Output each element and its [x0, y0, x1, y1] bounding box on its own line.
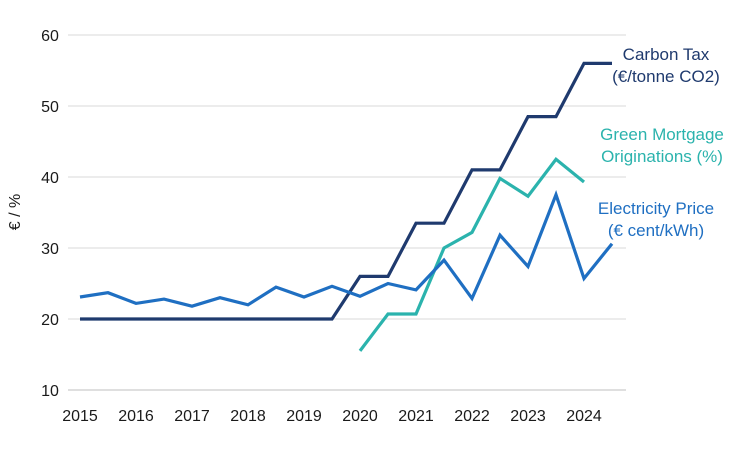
x-tick-label: 2023 [510, 408, 546, 425]
x-tick-label: 2022 [454, 408, 490, 425]
series-lines [79, 61, 614, 352]
x-tick-label: 2017 [174, 408, 210, 425]
green-mortgage-label: Green Mortgage Originations (%) [600, 125, 724, 166]
x-tick-label: 2021 [398, 408, 434, 425]
x-tick-label: 2024 [566, 408, 602, 425]
axis-layer: 10 20 30 40 50 60 2015 2016 2017 2018 2019 2020 2021… [41, 28, 602, 425]
y-tick-label: 60 [41, 28, 59, 45]
electricity-price-label: Electricity Price (€ cent/kWh) [598, 199, 714, 240]
y-tick-label: 30 [41, 241, 59, 258]
green-mortgage-line [358, 157, 586, 352]
y-tick-label: 20 [41, 312, 59, 329]
carbon-tax-line [80, 61, 612, 321]
electricity-price-line [79, 189, 614, 308]
grid-layer [68, 34, 626, 391]
x-tick-label: 2016 [118, 408, 154, 425]
x-tick-label: 2015 [62, 408, 98, 425]
x-tick-label: 2019 [286, 408, 322, 425]
series-labels: Carbon Tax (€/tonne CO2) Green Mortgage Ori… [598, 45, 724, 240]
y-tick-label: 40 [41, 170, 59, 187]
x-tick-label: 2018 [230, 408, 266, 425]
y-tick-label: 50 [41, 99, 59, 116]
y-tick-label: 10 [41, 383, 59, 400]
carbon-tax-label: Carbon Tax (€/tonne CO2) [612, 45, 720, 86]
x-tick-label: 2020 [342, 408, 378, 425]
y-axis-label: € / % [7, 194, 24, 230]
